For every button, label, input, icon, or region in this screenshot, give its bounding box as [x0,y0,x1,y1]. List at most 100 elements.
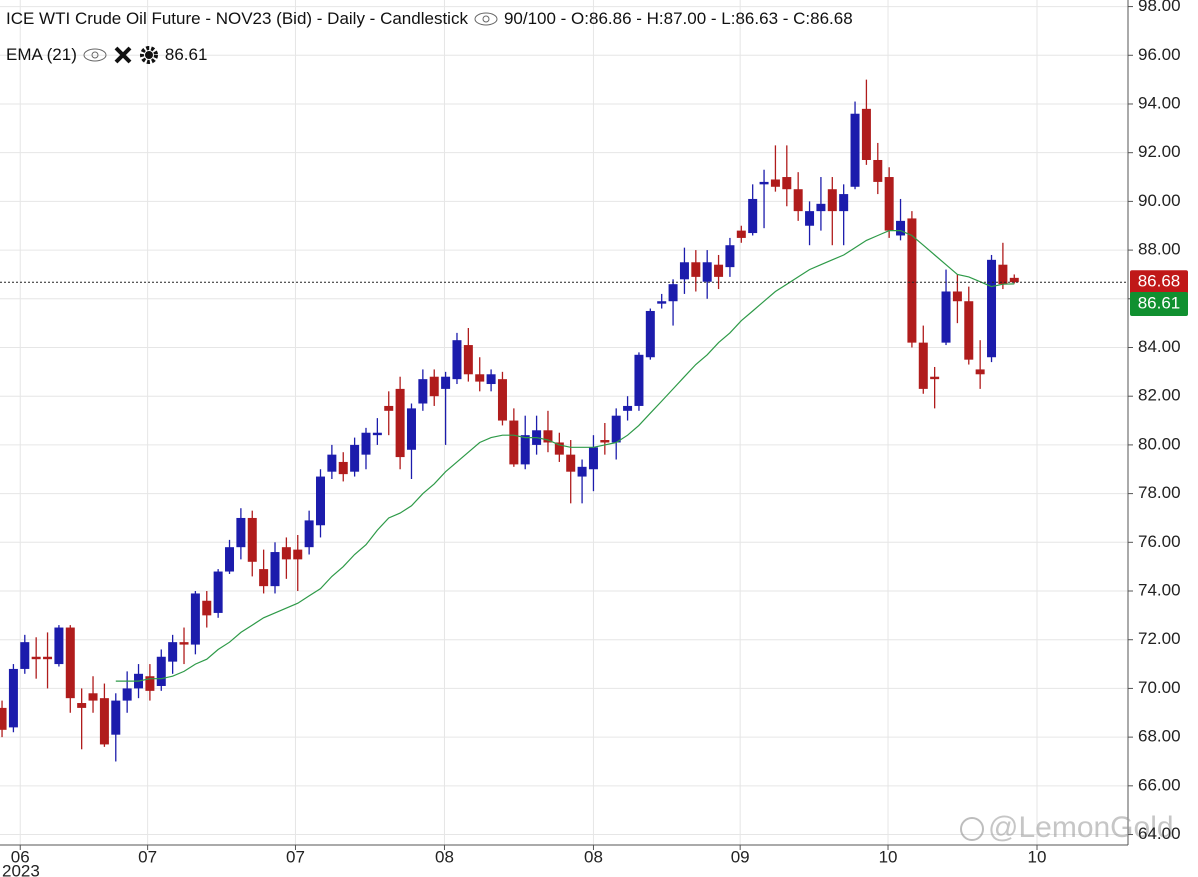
candle-body [384,405,394,411]
candle-body [88,693,98,701]
candle-body [566,454,576,472]
candle-body [293,549,303,560]
candle-body [372,432,382,436]
y-tick-label: 66.00 [1138,775,1181,794]
candle-body [247,517,257,562]
candle-body [748,198,758,234]
remove-icon[interactable] [113,45,133,65]
candle-body [486,374,496,385]
price-tag [1130,291,1188,316]
x-tick-label: 10 [1028,847,1047,866]
candle-body [327,454,337,472]
candle-body [1009,277,1019,283]
chart-title: ICE WTI Crude Oil Future - NOV23 (Bid) -… [6,9,468,28]
watermark-text: @LemonGold [988,811,1174,844]
grid [0,0,1128,845]
candle-body [338,461,348,475]
candle-body [588,447,598,470]
candle-body [668,284,678,302]
y-tick-label: 92.00 [1138,142,1181,161]
candle-body [213,571,223,613]
price-tag-label: 86.61 [1138,293,1181,312]
candle-body [0,707,7,730]
candle-body [884,177,894,231]
status: 90/100 - O:86.86 - H:87.00 - L:86.63 - C… [503,9,853,28]
candle-body [623,405,633,411]
settings-icon[interactable] [139,45,159,65]
candle-body [281,547,291,560]
candle-body [77,703,87,708]
candle-body [441,376,451,389]
candle-body [8,668,18,728]
x-tick-label: 09 [731,847,750,866]
candle-body [202,600,212,616]
candle-body [805,211,815,226]
candle-body [611,415,621,443]
indicator-line: EMA (21) 86.61 [6,45,207,65]
candle-body [497,379,507,421]
x-tick-label: 10 [879,847,898,866]
year-label: 2023 [2,861,40,877]
candle-body [907,218,917,343]
candle-body [406,408,416,450]
y-tick-label: 68.00 [1138,727,1181,746]
candle-body [156,656,166,686]
candle-body [54,627,64,665]
y-tick-label: 94.00 [1138,93,1181,112]
candle-body [714,264,724,277]
y-tick-label: 84.00 [1138,337,1181,356]
candle-body [725,245,735,268]
y-tick-label: 90.00 [1138,191,1181,210]
candle-body [395,388,405,458]
candle-body [964,301,974,360]
candle-body [475,374,485,382]
candle-body [634,354,644,406]
plot [0,79,1128,762]
candle-body [975,369,985,375]
candle-body [418,379,428,404]
candle-body [896,220,906,236]
candle-body [304,520,314,548]
candle-body [99,698,109,745]
ema-name: EMA (21) [6,45,77,64]
candle-body [20,642,30,669]
candle-body [429,376,439,397]
candle-body [145,676,155,691]
candle-body [179,642,189,645]
candle-body [736,230,746,238]
candle-body [452,340,462,380]
ema-line [115,230,1015,682]
candle-body [554,442,564,455]
candle-body [315,476,325,526]
eye-icon[interactable] [83,48,107,62]
candle-body [918,342,928,389]
y-tick-label: 64.00 [1138,824,1181,843]
y-tick-label: 98.00 [1138,0,1181,15]
candle-body [702,262,712,282]
candle-body [987,259,997,358]
watermark: @LemonGold [960,811,1174,844]
candle-body [827,189,837,212]
candle-body [225,547,235,572]
y-tick-label: 96.00 [1138,45,1181,64]
price-tag [1130,270,1188,295]
candle-body [930,376,940,380]
x-tick-label: 07 [286,847,305,866]
x-tick-label: 08 [435,847,454,866]
x-tick-label: 07 [138,847,157,866]
candle-body [600,440,610,443]
candle-body [543,430,553,443]
candle-body [350,444,360,472]
candle-body [691,262,701,277]
watermark-icon [960,817,984,841]
header-line: ICE WTI Crude Oil Future - NOV23 (Bid) -… [6,9,853,29]
ema-value: 86.61 [164,45,208,64]
y-tick-label: 88.00 [1138,240,1181,259]
candle-body [509,420,519,465]
candle-body [463,345,473,375]
y-tick-label: 70.00 [1138,678,1181,697]
eye-icon[interactable] [474,12,498,26]
candle-body [259,569,269,587]
